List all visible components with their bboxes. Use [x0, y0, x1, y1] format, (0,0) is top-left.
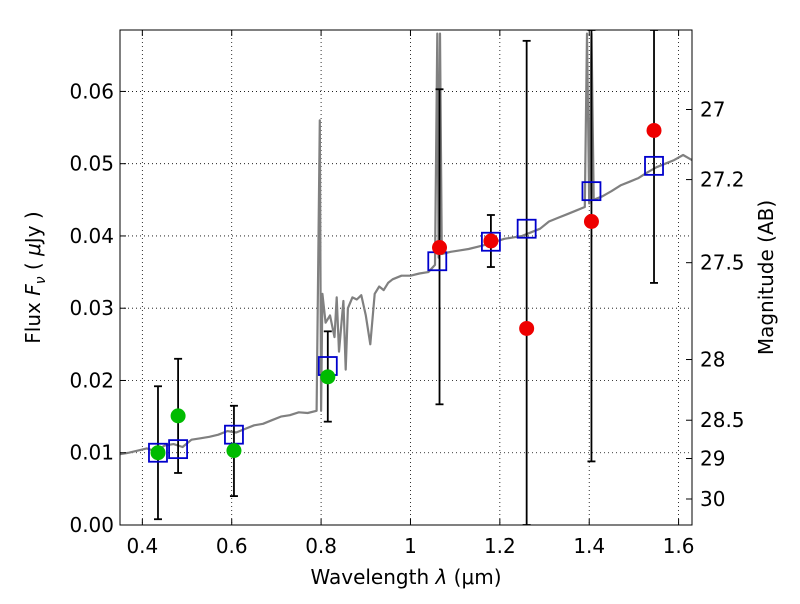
right-axis-label: Magnitude (AB): [754, 200, 778, 355]
model-square: [516, 218, 537, 239]
model-square: [427, 251, 448, 272]
x-tick-label: 1.2: [484, 534, 516, 558]
green-point: [170, 408, 186, 424]
red-point: [646, 122, 662, 138]
right-tick-label: 27: [700, 97, 725, 121]
red-point: [583, 213, 599, 229]
plot-area: [120, 30, 692, 525]
model-square: [168, 439, 188, 460]
y-tick-label: 0.02: [69, 368, 114, 392]
green-point: [226, 443, 242, 459]
green-point: [150, 445, 166, 461]
x-axis-label: Wavelength λ (μm): [310, 565, 501, 589]
y-tick-label: 0.00: [69, 513, 114, 537]
y-tick-label: 0.03: [69, 296, 114, 320]
plot-frame: [119, 29, 693, 526]
x-tick-label: 0.6: [216, 534, 248, 558]
spectrum-line: [120, 32, 692, 456]
x-tick-label: 1.4: [573, 534, 605, 558]
green-point: [320, 369, 336, 385]
right-tick-label: 27.5: [700, 251, 745, 275]
red-point: [483, 233, 499, 249]
y-axis-label: Flux Fν ( μJy ): [21, 211, 49, 343]
model-square: [581, 181, 602, 202]
red-point: [432, 240, 448, 256]
grid: [120, 30, 692, 526]
model-square: [148, 442, 168, 463]
x-tick-label: 1.6: [663, 534, 695, 558]
model-square: [481, 231, 501, 252]
right-tick-label: 28.5: [700, 408, 745, 432]
red-point: [519, 320, 535, 336]
right-tick-label: 28: [700, 348, 725, 372]
x-tick-label: 1: [404, 534, 417, 558]
y-tick-label: 0.06: [69, 79, 114, 103]
y-tick-label: 0.05: [69, 152, 114, 176]
y-tick-label: 0.01: [69, 441, 114, 465]
model-square: [644, 155, 664, 176]
right-tick-label: 27.2: [700, 168, 745, 192]
y-tick-label: 0.04: [69, 224, 114, 248]
x-tick-label: 0.4: [126, 534, 158, 558]
right-tick-label: 29: [700, 447, 725, 471]
x-tick-label: 0.8: [305, 534, 337, 558]
right-tick-label: 30: [700, 487, 725, 511]
ticks: 0.4 0.6 0.8 1 1.2 1.4 1.6 0.00 0.01 0.02 0.03 0.04 0…: [69, 30, 745, 558]
